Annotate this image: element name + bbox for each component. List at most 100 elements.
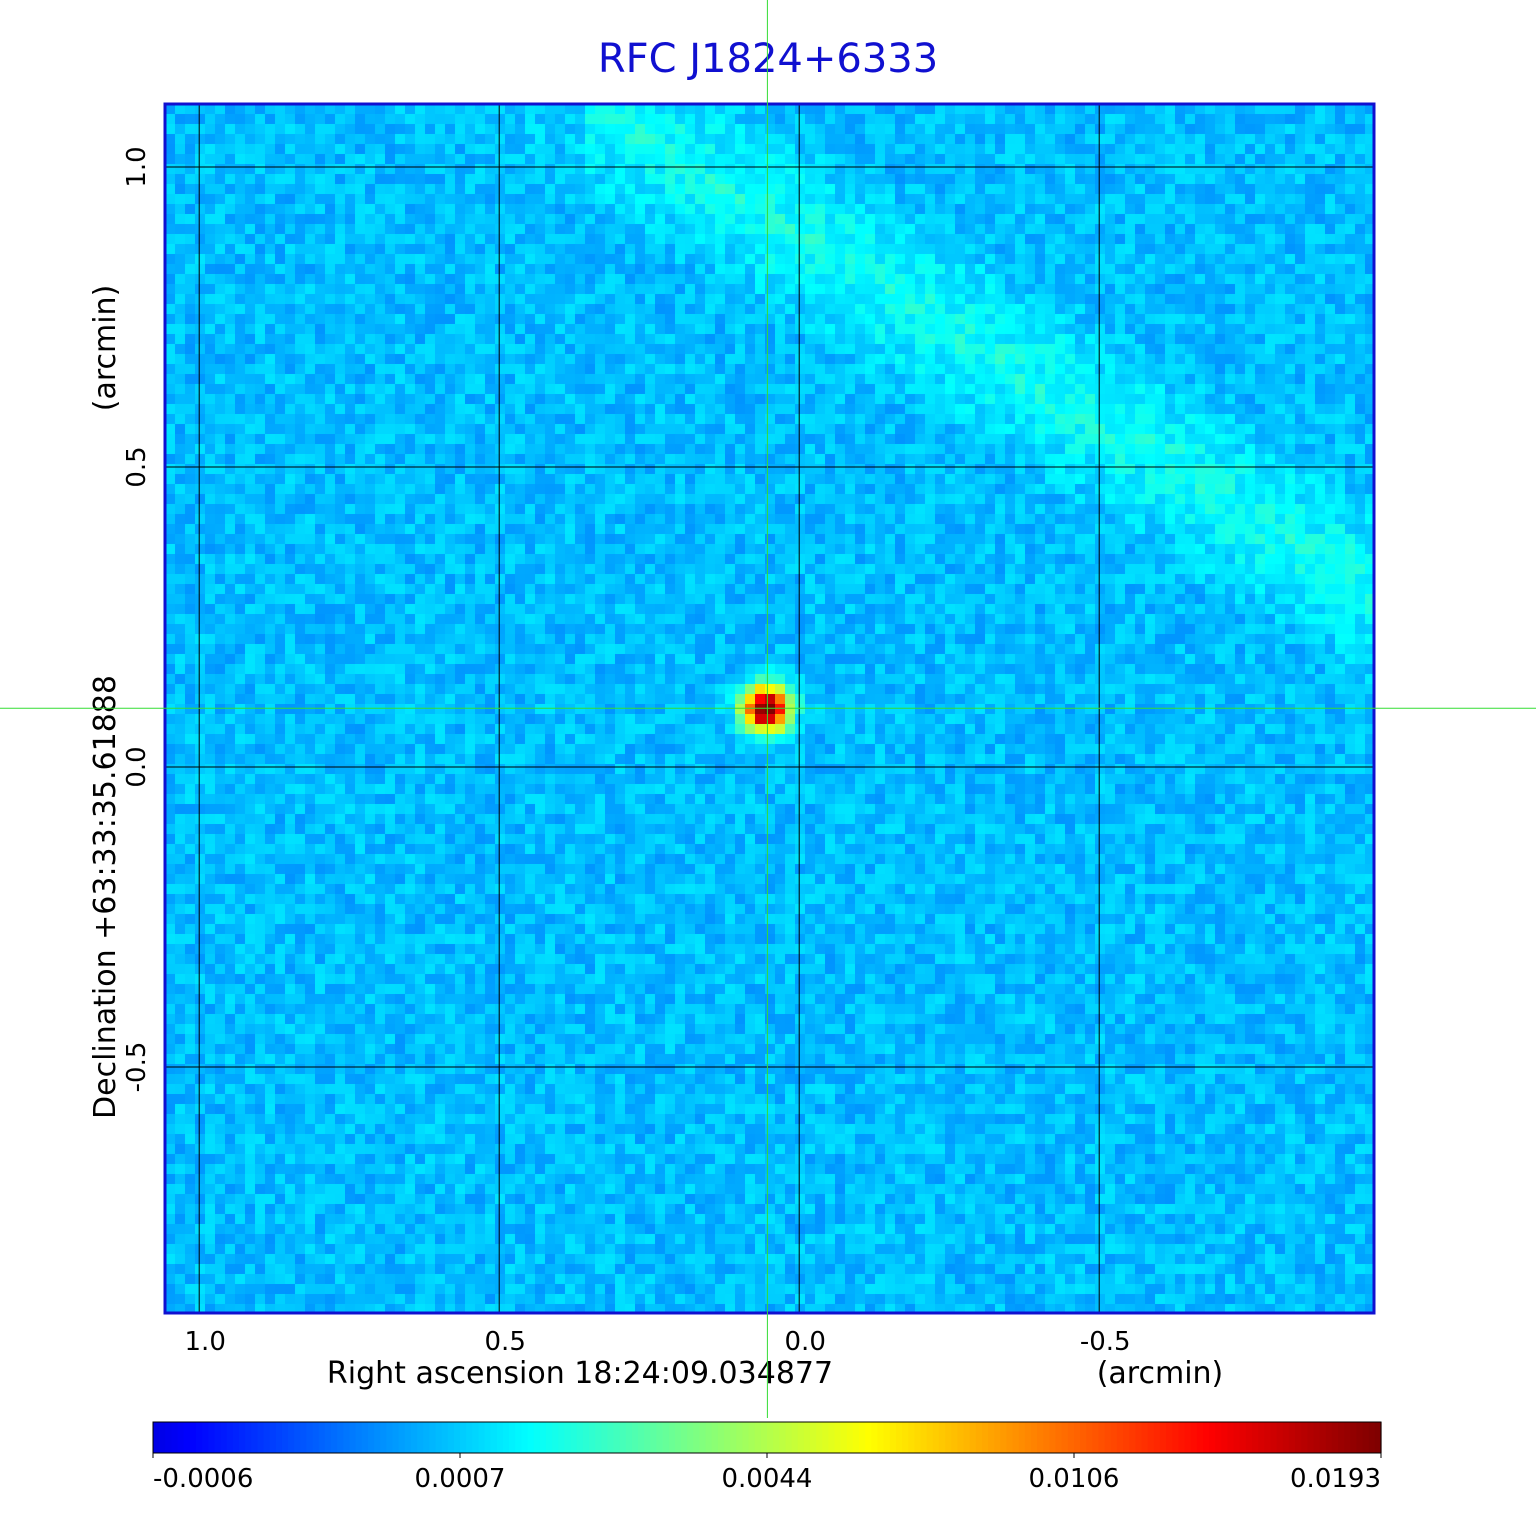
image-pixel <box>355 734 366 745</box>
image-pixel <box>395 504 406 515</box>
image-pixel <box>415 724 426 735</box>
image-pixel <box>395 1254 406 1265</box>
image-pixel <box>365 844 376 855</box>
image-pixel <box>185 434 196 445</box>
image-pixel <box>555 994 566 1005</box>
image-pixel <box>185 114 196 125</box>
image-pixel <box>425 1104 436 1115</box>
image-pixel <box>165 954 176 965</box>
image-pixel <box>255 554 266 565</box>
image-pixel <box>505 674 516 685</box>
image-pixel <box>445 1104 456 1115</box>
image-pixel <box>525 724 536 735</box>
image-pixel <box>335 1254 346 1265</box>
image-pixel <box>315 874 326 885</box>
image-pixel <box>355 854 366 865</box>
image-pixel <box>515 384 526 395</box>
image-pixel <box>285 104 296 115</box>
image-pixel <box>445 1014 456 1025</box>
image-pixel <box>305 1194 316 1205</box>
image-pixel <box>555 764 566 775</box>
image-pixel <box>275 234 286 245</box>
image-pixel <box>215 514 226 525</box>
image-pixel <box>235 994 246 1005</box>
image-pixel <box>425 1244 436 1255</box>
image-pixel <box>235 1154 246 1165</box>
image-pixel <box>385 564 396 575</box>
image-pixel <box>385 1214 396 1225</box>
image-pixel <box>465 734 476 745</box>
image-pixel <box>505 174 516 185</box>
image-pixel <box>275 884 286 895</box>
image-pixel <box>385 224 396 235</box>
image-pixel <box>365 754 376 765</box>
image-pixel <box>395 124 406 135</box>
image-pixel <box>315 344 326 355</box>
image-pixel <box>345 414 356 425</box>
image-pixel <box>335 514 346 525</box>
image-pixel <box>305 1214 316 1225</box>
image-pixel <box>275 304 286 315</box>
image-pixel <box>405 644 416 655</box>
image-pixel <box>215 484 226 495</box>
image-pixel <box>475 1264 486 1275</box>
image-pixel <box>515 534 526 545</box>
image-pixel <box>355 134 366 145</box>
image-pixel <box>495 984 506 995</box>
image-pixel <box>395 264 406 275</box>
image-pixel <box>515 274 526 285</box>
image-pixel <box>255 254 266 265</box>
image-pixel <box>385 264 396 275</box>
image-pixel <box>505 964 516 975</box>
image-pixel <box>225 844 236 855</box>
image-pixel <box>165 1174 176 1185</box>
image-pixel <box>315 584 326 595</box>
image-pixel <box>365 1284 376 1295</box>
image-pixel <box>305 184 316 195</box>
image-pixel <box>395 414 406 425</box>
image-pixel <box>395 924 406 935</box>
image-pixel <box>185 1064 196 1075</box>
image-pixel <box>565 344 576 355</box>
image-pixel <box>285 1114 296 1125</box>
image-pixel <box>305 674 316 685</box>
image-pixel <box>535 564 546 575</box>
image-pixel <box>265 1274 276 1285</box>
image-pixel <box>265 1104 276 1115</box>
image-pixel <box>415 294 426 305</box>
image-pixel <box>345 234 356 245</box>
image-pixel <box>475 1084 486 1095</box>
image-pixel <box>265 264 276 275</box>
image-pixel <box>465 1224 476 1235</box>
image-pixel <box>565 474 576 485</box>
image-pixel <box>295 1004 306 1015</box>
image-pixel <box>535 504 546 515</box>
image-pixel <box>265 1194 276 1205</box>
image-pixel <box>345 774 356 785</box>
image-pixel <box>375 1274 386 1285</box>
image-pixel <box>545 354 556 365</box>
image-pixel <box>335 274 346 285</box>
image-pixel <box>205 524 216 535</box>
image-pixel <box>225 304 236 315</box>
image-pixel <box>175 134 186 145</box>
image-pixel <box>465 504 476 515</box>
image-pixel <box>355 484 366 495</box>
image-pixel <box>195 1254 206 1265</box>
image-pixel <box>325 104 336 115</box>
image-pixel <box>535 1154 546 1165</box>
image-pixel <box>195 994 206 1005</box>
image-pixel <box>395 984 406 995</box>
image-pixel <box>375 1284 386 1295</box>
image-pixel <box>225 704 236 715</box>
image-pixel <box>245 404 256 415</box>
image-pixel <box>275 784 286 795</box>
image-pixel <box>305 1064 316 1075</box>
image-pixel <box>295 184 306 195</box>
image-pixel <box>495 924 506 935</box>
image-pixel <box>165 674 176 685</box>
image-pixel <box>455 1144 466 1155</box>
image-pixel <box>275 534 286 545</box>
image-pixel <box>245 1174 256 1185</box>
image-pixel <box>425 804 436 815</box>
